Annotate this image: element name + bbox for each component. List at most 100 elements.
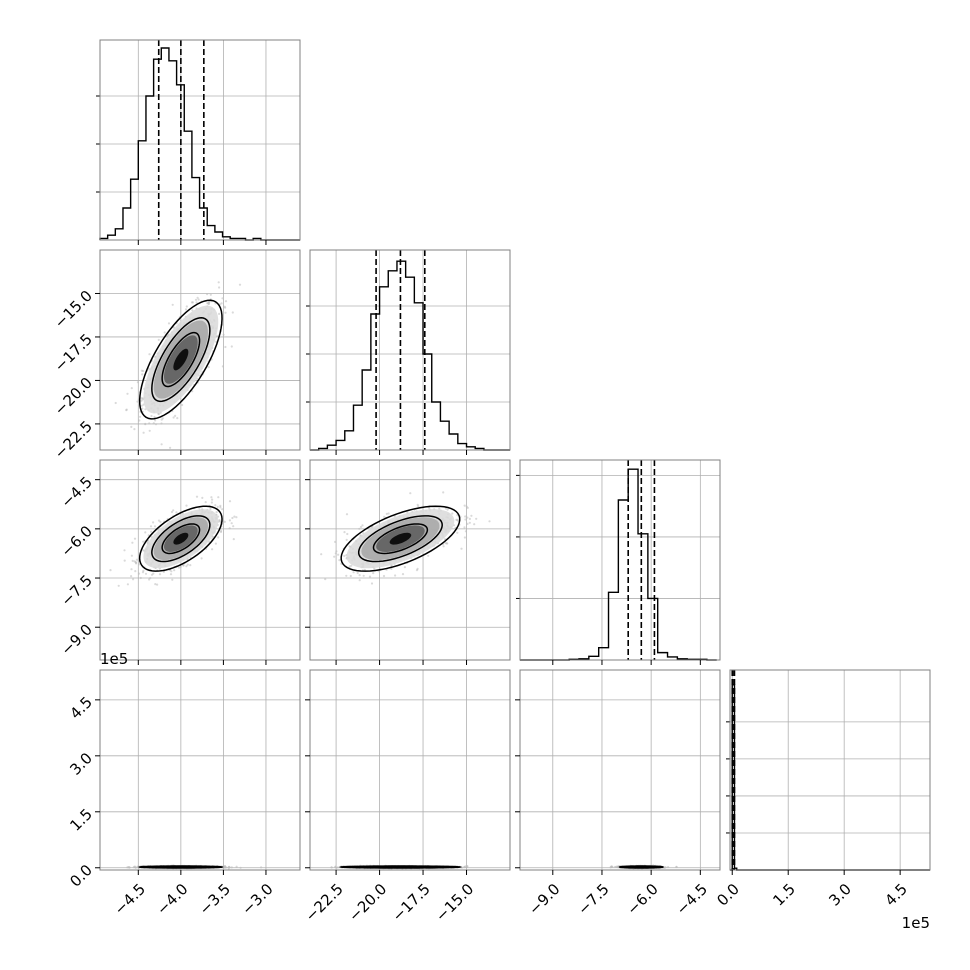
density bbox=[609, 864, 678, 870]
sample-point bbox=[152, 422, 155, 425]
sample-point bbox=[186, 563, 189, 566]
sample-point bbox=[134, 570, 137, 573]
sample-point bbox=[206, 293, 209, 296]
sample-point bbox=[217, 281, 220, 284]
sample-point bbox=[615, 865, 618, 868]
sample-point bbox=[181, 403, 184, 407]
panel-frame bbox=[99, 39, 301, 241]
sample-point bbox=[172, 416, 175, 419]
density bbox=[126, 864, 263, 870]
sample-point bbox=[130, 554, 133, 557]
sample-point bbox=[141, 571, 145, 574]
sample-point bbox=[132, 578, 135, 581]
density-contour bbox=[160, 865, 202, 869]
sample-point bbox=[224, 345, 227, 349]
sample-point bbox=[465, 505, 468, 508]
sample-point bbox=[394, 574, 397, 577]
density bbox=[109, 495, 238, 587]
sample-point bbox=[214, 542, 217, 545]
density-contour bbox=[371, 865, 430, 869]
sample-point bbox=[144, 422, 147, 425]
sample-point bbox=[139, 415, 142, 418]
sample-point bbox=[126, 392, 129, 395]
sample-point bbox=[390, 564, 393, 567]
sample-point bbox=[324, 578, 327, 581]
sample-point bbox=[232, 525, 235, 528]
sample-point bbox=[142, 403, 145, 406]
sample-point bbox=[153, 415, 156, 419]
sample-point bbox=[161, 417, 164, 420]
sample-point bbox=[150, 530, 153, 533]
sample-point bbox=[230, 345, 233, 348]
sample-point bbox=[427, 554, 430, 557]
sample-point bbox=[343, 554, 346, 558]
sample-point bbox=[358, 527, 361, 530]
panel-frame bbox=[309, 459, 511, 661]
sample-point bbox=[231, 516, 234, 520]
pair-panel-3-0 bbox=[99, 669, 301, 871]
sample-point bbox=[175, 511, 178, 514]
sample-point bbox=[320, 553, 323, 556]
sample-point bbox=[211, 548, 214, 551]
sample-point bbox=[185, 305, 188, 308]
sample-point bbox=[335, 866, 338, 869]
sample-point bbox=[185, 504, 188, 507]
sample-point bbox=[131, 541, 134, 544]
sample-point bbox=[135, 558, 138, 561]
sample-point bbox=[169, 573, 173, 576]
hist-panel-1 bbox=[306, 249, 511, 451]
sample-point bbox=[157, 412, 160, 415]
pair-panel-2-0 bbox=[99, 459, 301, 661]
sample-point bbox=[224, 300, 228, 303]
sample-point bbox=[358, 579, 361, 582]
sample-point bbox=[466, 865, 469, 868]
sample-point bbox=[220, 302, 223, 305]
sample-point bbox=[361, 524, 364, 527]
sample-point bbox=[204, 501, 207, 504]
sample-point bbox=[159, 520, 162, 524]
sample-point bbox=[125, 409, 128, 412]
sample-point bbox=[133, 428, 136, 431]
sample-point bbox=[130, 425, 133, 428]
sample-point bbox=[131, 559, 134, 563]
sample-point bbox=[260, 866, 263, 869]
sample-point bbox=[221, 365, 224, 368]
sample-point bbox=[144, 572, 148, 575]
sample-point bbox=[140, 369, 143, 372]
sample-point bbox=[210, 496, 213, 499]
sample-point bbox=[349, 574, 352, 578]
sample-point bbox=[114, 401, 117, 405]
sample-point bbox=[403, 566, 406, 569]
panel-frame bbox=[729, 669, 931, 871]
sample-point bbox=[334, 540, 337, 544]
pair-panel-3-1 bbox=[309, 669, 511, 871]
sample-point bbox=[442, 545, 445, 548]
sample-point bbox=[138, 563, 141, 566]
hist-panel-2 bbox=[516, 459, 721, 661]
sample-point bbox=[456, 531, 459, 534]
density-contour bbox=[151, 317, 211, 403]
sample-point bbox=[382, 574, 386, 578]
sample-point bbox=[123, 549, 126, 552]
sample-point bbox=[216, 505, 219, 508]
sample-point bbox=[235, 516, 238, 519]
sample-point bbox=[184, 308, 188, 311]
sample-point bbox=[195, 301, 198, 304]
sample-point bbox=[209, 293, 212, 296]
sample-point bbox=[232, 538, 235, 541]
sample-point bbox=[139, 576, 142, 580]
sample-point bbox=[415, 569, 419, 572]
sample-point bbox=[238, 283, 242, 286]
sample-point bbox=[150, 414, 153, 418]
sample-point bbox=[136, 381, 139, 384]
sample-point bbox=[387, 512, 390, 515]
sample-point bbox=[142, 431, 145, 434]
sample-point bbox=[231, 311, 234, 314]
sample-point bbox=[345, 513, 349, 516]
density bbox=[330, 864, 469, 870]
sample-point bbox=[179, 565, 182, 569]
sample-point bbox=[207, 302, 210, 306]
sample-point bbox=[160, 443, 163, 446]
sample-point bbox=[201, 496, 204, 499]
sample-point bbox=[463, 504, 466, 507]
